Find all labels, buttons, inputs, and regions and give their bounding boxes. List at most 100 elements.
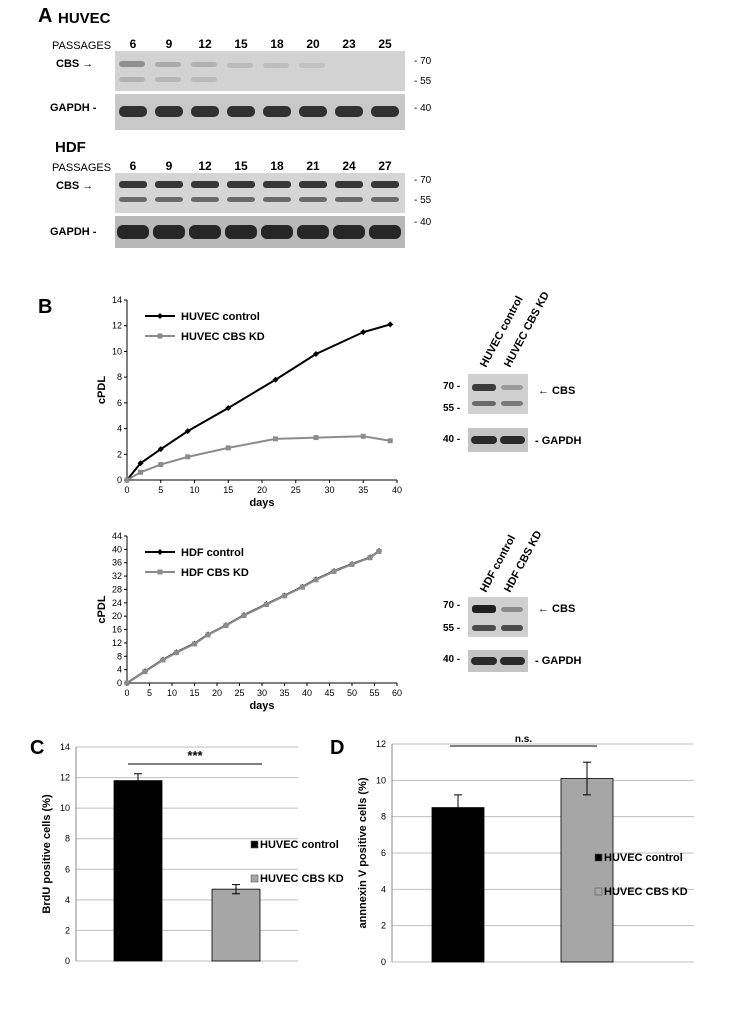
- data-point: [158, 462, 164, 468]
- x-tick-label: 40: [302, 688, 312, 698]
- legend-swatch: [594, 887, 603, 896]
- x-tick-label: 15: [223, 485, 233, 495]
- y-tick-label: 10: [112, 346, 122, 356]
- data-point: [300, 584, 305, 590]
- hdf-passage-numbers: 6 9 12 15 18 21 24 27: [115, 159, 405, 175]
- data-point: [185, 454, 191, 460]
- blot2-gapdh-label: - GAPDH: [535, 655, 582, 667]
- data-point: [313, 435, 319, 441]
- data-point: [225, 445, 231, 451]
- y-tick-label: 28: [112, 584, 122, 594]
- x-tick-label: 55: [369, 688, 379, 698]
- blot2-mw-40: 40 -: [443, 654, 461, 665]
- hdf-cbs-label: CBS →: [56, 180, 94, 192]
- y-tick-label: 12: [112, 638, 122, 648]
- data-point: [225, 405, 232, 411]
- y-axis-title: cPDL: [96, 376, 108, 404]
- x-tick-label: 20: [257, 485, 267, 495]
- data-point: [272, 376, 279, 383]
- x-tick-label: 60: [392, 688, 402, 698]
- x-tick-label: 0: [124, 688, 129, 698]
- hdf-mw-55: - 55: [414, 195, 432, 206]
- data-point: [367, 555, 373, 561]
- legend-swatch: [250, 840, 259, 849]
- data-point: [160, 657, 166, 663]
- hdf-passage-6: 6: [129, 159, 137, 173]
- huvec-passage-15: 15: [234, 37, 248, 51]
- data-point: [313, 351, 319, 357]
- y-tick-label: 32: [112, 571, 122, 581]
- hdf-cbs-blot: [115, 173, 405, 213]
- blot2-mw-55: 55 -: [443, 623, 461, 634]
- huvec-passage-25: 25: [378, 37, 392, 51]
- x-tick-label: 35: [279, 688, 289, 698]
- x-tick-label: 5: [147, 688, 152, 698]
- y-tick-label: 8: [65, 834, 70, 844]
- x-tick-label: 25: [291, 485, 301, 495]
- y-tick-label: 4: [65, 895, 70, 905]
- data-point: [157, 446, 164, 453]
- series-line-1: [126, 435, 391, 481]
- data-point: [138, 469, 143, 475]
- y-tick-label: 12: [112, 321, 122, 331]
- x-tick-label: 0: [124, 485, 129, 495]
- data-point: [184, 428, 191, 435]
- huvec-gapdh-label: GAPDH -: [50, 102, 97, 114]
- brdu-bar-chart: 0 2 4 6 8 10 12 14 BrdU positive cells (%) *** HUV…: [41, 742, 344, 966]
- y-tick-label: 0: [117, 678, 122, 688]
- blot1-gapdh-image: [468, 428, 528, 452]
- huvec-gapdh-blot: [115, 94, 405, 130]
- data-point: [142, 669, 148, 675]
- huvec-mw-70: - 70: [414, 56, 432, 67]
- hdf-mw-40: - 40: [414, 217, 432, 228]
- x-tick-label: 15: [189, 688, 199, 698]
- hdf-cpdl-chart: 0 4 8 12 16 20 24 28 32 36 40 44 0 5 10 15 20 25 30 35 40 45 5…: [96, 531, 402, 712]
- huvec-cbs-label: CBS →: [56, 58, 94, 70]
- data-point: [124, 477, 130, 483]
- huvec-passages-label: PASSAGES: [52, 40, 112, 52]
- blot2-cbs-label: ← CBS: [538, 603, 576, 615]
- huvec-passage-6: 6: [129, 37, 137, 51]
- x-tick-label: 5: [158, 485, 163, 495]
- blot1-gapdh-label: - GAPDH: [535, 435, 582, 447]
- blot1-mw-70: 70 -: [443, 381, 461, 392]
- x-tick-label: 50: [347, 688, 357, 698]
- legend-marker: [157, 569, 163, 575]
- panel-d-label: D: [330, 737, 345, 759]
- y-tick-label: 2: [117, 449, 122, 459]
- y-axis-title: cPDL: [96, 595, 108, 623]
- x-tick-label: 40: [392, 485, 402, 495]
- huvec-passage-9: 9: [165, 37, 173, 51]
- y-tick-label: 24: [112, 598, 122, 608]
- y-tick-label: 8: [117, 651, 122, 661]
- x-tick-label: 20: [212, 688, 222, 698]
- hdf-passage-18: 18: [270, 159, 284, 173]
- x-tick-label: 10: [189, 485, 199, 495]
- huvec-passage-20: 20: [306, 37, 320, 51]
- x-axis-title: days: [249, 700, 274, 712]
- legend-label: HUVEC control: [260, 839, 339, 851]
- y-tick-label: 44: [112, 531, 122, 541]
- hdf-gapdh-label: GAPDH -: [50, 226, 97, 238]
- legend-swatch: [250, 874, 259, 883]
- data-point: [349, 561, 355, 567]
- data-point: [241, 613, 247, 619]
- y-tick-label: 4: [117, 665, 122, 675]
- blot2-gapdh-image: [468, 650, 528, 672]
- significance-label: n.s.: [515, 734, 532, 745]
- hdf-title: HDF: [55, 139, 86, 156]
- huvec-title: HUVEC: [58, 10, 111, 27]
- legend-label: HUVEC control: [181, 311, 260, 323]
- y-tick-label: 4: [117, 424, 122, 434]
- y-axis-title: BrdU positive cells (%): [41, 794, 53, 914]
- y-tick-label: 20: [112, 611, 122, 621]
- legend-marker: [157, 549, 163, 555]
- legend-marker: [157, 313, 163, 319]
- blot1-lane-labels: HUVEC control HUVEC CBS KD: [478, 290, 552, 369]
- data-point: [360, 433, 366, 439]
- annexin-bar-chart: 0 2 4 6 8 10 12 annnexin V positive cells (%) n.…: [357, 734, 694, 967]
- blot1-cbs-label: ← CBS: [538, 385, 576, 397]
- hdf-passage-21: 21: [306, 159, 320, 173]
- data-point: [282, 593, 287, 599]
- x-tick-label: 25: [234, 688, 244, 698]
